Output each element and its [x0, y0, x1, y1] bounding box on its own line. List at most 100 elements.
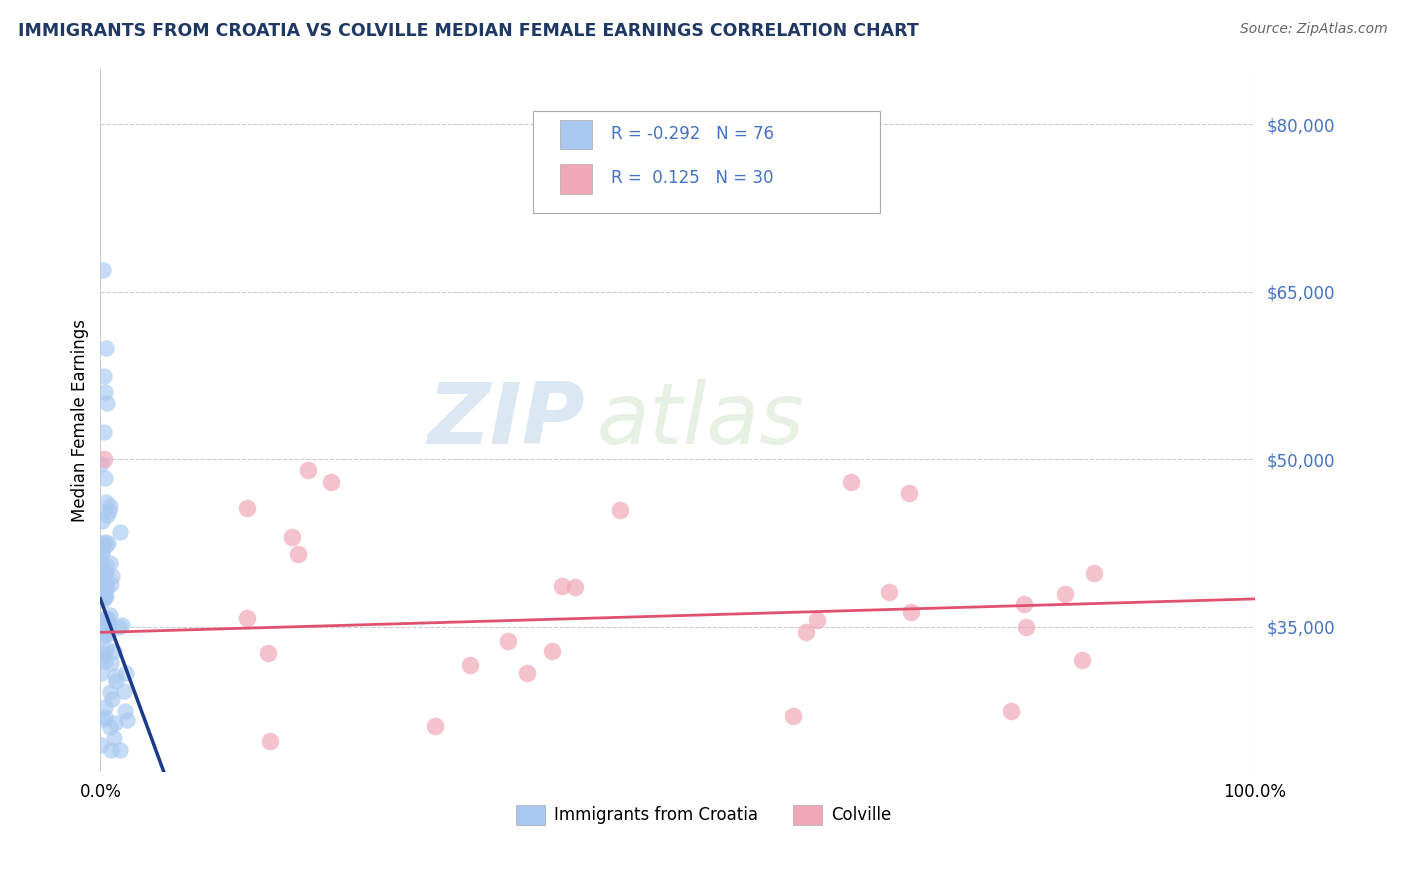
Point: [112, 683, 135, 698]
Point: [101, 691, 124, 706]
Point: [111, 618, 134, 632]
Point: [104, 716, 127, 731]
Point: [93, 576, 115, 591]
Point: [94, 577, 117, 591]
Point: [93, 629, 115, 643]
Point: [100, 742, 122, 756]
Point: [91, 649, 114, 664]
Point: [96, 508, 118, 522]
Point: [550, 579, 572, 593]
Point: [93, 571, 115, 585]
Point: [1015, 620, 1038, 634]
Point: [97, 627, 120, 641]
Text: R = -0.292   N = 76: R = -0.292 N = 76: [610, 125, 773, 143]
Bar: [516, 805, 546, 825]
Point: [236, 611, 259, 625]
Point: [98, 685, 121, 699]
Point: [117, 714, 139, 728]
Point: [897, 485, 920, 500]
Point: [108, 524, 131, 539]
Point: [98, 500, 121, 514]
Point: [91, 615, 114, 629]
Point: [236, 501, 259, 516]
Point: [297, 463, 319, 477]
Point: [794, 625, 817, 640]
Point: [259, 734, 281, 748]
Point: [98, 504, 121, 518]
Point: [98, 556, 121, 570]
Point: [91, 575, 114, 590]
Point: [90, 536, 112, 550]
Bar: [560, 164, 592, 194]
Point: [94, 494, 117, 508]
Point: [96, 641, 118, 656]
Point: [90, 555, 112, 569]
Point: [94, 535, 117, 549]
Point: [96, 558, 118, 573]
Point: [91, 546, 114, 560]
Point: [496, 633, 519, 648]
Point: [94, 700, 117, 714]
Y-axis label: Median Female Earnings: Median Female Earnings: [72, 318, 89, 522]
Point: [91, 262, 114, 277]
Point: [97, 612, 120, 626]
Point: [91, 591, 114, 605]
Bar: [560, 120, 592, 150]
Point: [94, 590, 117, 604]
Point: [97, 536, 120, 550]
Point: [564, 580, 586, 594]
Point: [114, 704, 136, 718]
Point: [321, 475, 343, 489]
Point: [1054, 587, 1077, 601]
Point: [94, 471, 117, 485]
Bar: [793, 805, 823, 825]
Point: [93, 626, 115, 640]
Point: [104, 673, 127, 688]
Point: [94, 590, 117, 604]
Point: [90, 542, 112, 557]
Point: [94, 567, 117, 582]
Point: [96, 566, 118, 580]
Point: [458, 658, 481, 673]
Point: [91, 593, 114, 607]
Point: [103, 731, 125, 746]
Point: [103, 644, 125, 658]
Point: [94, 341, 117, 355]
Point: [1083, 566, 1105, 580]
Point: [93, 452, 115, 467]
Text: atlas: atlas: [598, 379, 804, 462]
Point: [287, 547, 309, 561]
Point: [91, 514, 114, 528]
Point: [609, 502, 631, 516]
Point: [93, 654, 115, 668]
Text: R =  0.125   N = 30: R = 0.125 N = 30: [610, 169, 773, 187]
Point: [93, 368, 115, 383]
Point: [94, 612, 117, 626]
Text: Source: ZipAtlas.com: Source: ZipAtlas.com: [1240, 22, 1388, 37]
Point: [108, 742, 131, 756]
Point: [93, 590, 115, 604]
Point: [94, 538, 117, 552]
Point: [100, 569, 122, 583]
Point: [1012, 598, 1035, 612]
Point: [782, 709, 804, 723]
Point: [425, 719, 447, 733]
Point: [104, 668, 127, 682]
Point: [94, 385, 117, 400]
Point: [877, 584, 900, 599]
Text: Immigrants from Croatia: Immigrants from Croatia: [554, 805, 758, 824]
Point: [1070, 653, 1092, 667]
Point: [806, 613, 828, 627]
Point: [98, 607, 121, 622]
Point: [96, 580, 118, 594]
Point: [98, 617, 121, 632]
Point: [100, 656, 122, 670]
Text: Colville: Colville: [831, 805, 891, 824]
Point: [114, 665, 136, 680]
Point: [91, 572, 114, 586]
Point: [900, 605, 922, 619]
Point: [541, 644, 564, 658]
Point: [90, 457, 112, 471]
Point: [93, 425, 115, 440]
Point: [1000, 704, 1022, 718]
